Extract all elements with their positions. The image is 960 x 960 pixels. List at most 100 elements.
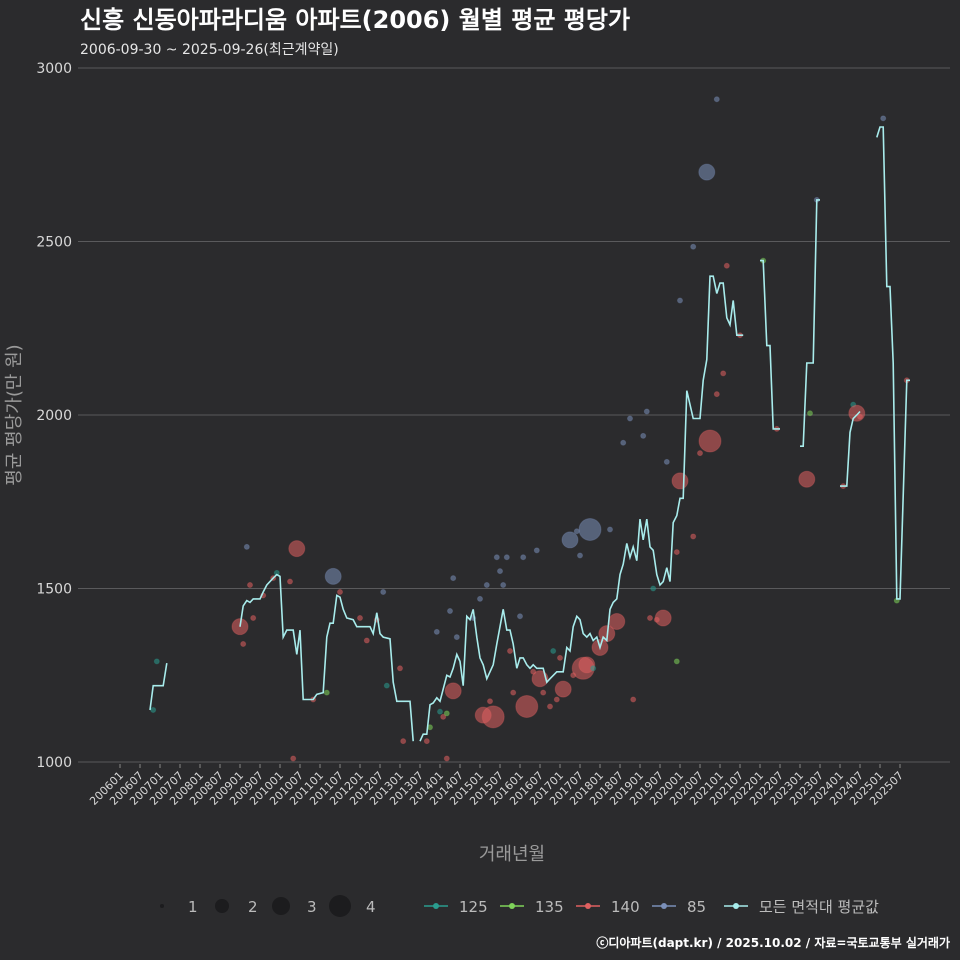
y-axis-label: 평균 평당가(만 원) [4, 344, 25, 485]
point-125 [550, 647, 557, 654]
legend-size-label: 4 [366, 898, 376, 916]
average-line-segment [760, 259, 780, 430]
point-140 [547, 703, 553, 710]
point-85 [578, 518, 602, 542]
point-140 [720, 370, 727, 377]
point-85 [607, 526, 613, 533]
point-85 [690, 243, 697, 250]
point-135 [807, 410, 813, 417]
point-85 [493, 554, 500, 561]
point-85 [640, 432, 647, 439]
point-140 [540, 689, 547, 696]
point-140 [848, 404, 866, 422]
point-85 [477, 595, 483, 602]
point-140 [857, 413, 863, 420]
point-125 [153, 658, 160, 665]
point-85 [677, 297, 683, 304]
legend-series-label: 85 [687, 898, 706, 916]
y-tick-labels: 1000 1500 2000 2500 3000 [36, 61, 72, 771]
y-tick-label: 3000 [36, 61, 72, 77]
point-140 [250, 614, 257, 621]
legend-series-label: 135 [535, 898, 564, 916]
point-85 [533, 547, 540, 554]
average-line-segment [239, 573, 414, 742]
point-140 [337, 588, 343, 595]
point-140 [553, 696, 560, 703]
point-85 [243, 543, 250, 550]
y-tick-label: 1000 [36, 755, 72, 771]
point-140 [654, 609, 672, 627]
point-140 [357, 614, 363, 621]
legend-size-dot [329, 895, 351, 917]
point-140 [287, 578, 293, 585]
point-140 [630, 696, 637, 703]
legend-size-dot [272, 897, 290, 915]
point-140 [608, 612, 626, 630]
point-140 [697, 450, 703, 457]
legend-series-dot [733, 903, 739, 909]
point-140 [288, 540, 306, 558]
point-140 [440, 713, 447, 720]
point-85 [663, 458, 670, 465]
point-140 [723, 262, 730, 269]
point-85 [713, 96, 720, 103]
chart-subtitle: 2006-09-30 ~ 2025-09-26(최근계약일) [80, 42, 339, 58]
average-line-segment [876, 126, 910, 600]
average-line-segment [800, 199, 820, 447]
point-85 [517, 613, 523, 620]
average-line-segment [419, 275, 744, 742]
point-85 [520, 554, 527, 561]
point-85 [447, 608, 453, 615]
legend-series-label: 모든 면적대 평균값 [759, 898, 879, 916]
point-125 [437, 708, 443, 715]
legend-series-label: 125 [459, 898, 488, 916]
point-85 [450, 575, 457, 582]
legend-size-dot [215, 899, 229, 913]
legend-size-label: 2 [248, 898, 258, 916]
point-140 [487, 698, 493, 705]
point-85 [620, 439, 627, 446]
y-tick-label: 1500 [36, 582, 72, 598]
point-140 [240, 641, 247, 648]
point-85 [453, 634, 460, 641]
point-125 [650, 585, 657, 592]
point-85 [497, 568, 503, 575]
point-135 [443, 710, 450, 717]
chart-title: 신흥 신동아파라디움 아파트(2006) 월별 평균 평당가 [80, 6, 630, 34]
point-140 [507, 647, 513, 654]
point-140 [481, 705, 505, 729]
point-85 [561, 531, 579, 549]
point-140 [510, 689, 517, 696]
point-140 [290, 755, 297, 762]
y-gridlines [78, 67, 950, 763]
x-axis-label: 거래년월 [479, 844, 545, 865]
legend: 1 2 3 4 125 135 140 85 모든 면적대 평균값 [160, 895, 879, 917]
footer-credit: ⓒ디아파트(dapt.kr) / 2025.10.02 / 자료=국토교통부 실… [596, 935, 950, 950]
point-140 [363, 637, 370, 644]
point-85 [433, 628, 440, 635]
point-140 [443, 755, 450, 762]
point-140 [531, 670, 549, 688]
legend-series-dot [661, 903, 667, 909]
point-85 [577, 552, 583, 559]
legend-series-dot [585, 903, 591, 909]
point-140 [397, 665, 403, 672]
legend-size-dot [160, 904, 164, 908]
point-85 [483, 582, 490, 589]
point-140 [247, 582, 253, 589]
point-85 [880, 115, 887, 122]
point-140 [673, 549, 680, 556]
point-85 [627, 415, 633, 422]
legend-series-dot [509, 903, 515, 909]
legend-size-label: 3 [307, 898, 317, 916]
average-line [149, 126, 910, 742]
point-140 [713, 391, 720, 398]
legend-series-dot [433, 903, 439, 909]
average-line-segment [149, 662, 168, 711]
point-135 [673, 658, 680, 665]
point-135 [323, 689, 330, 696]
point-85 [380, 588, 387, 595]
y-tick-label: 2500 [36, 235, 72, 251]
